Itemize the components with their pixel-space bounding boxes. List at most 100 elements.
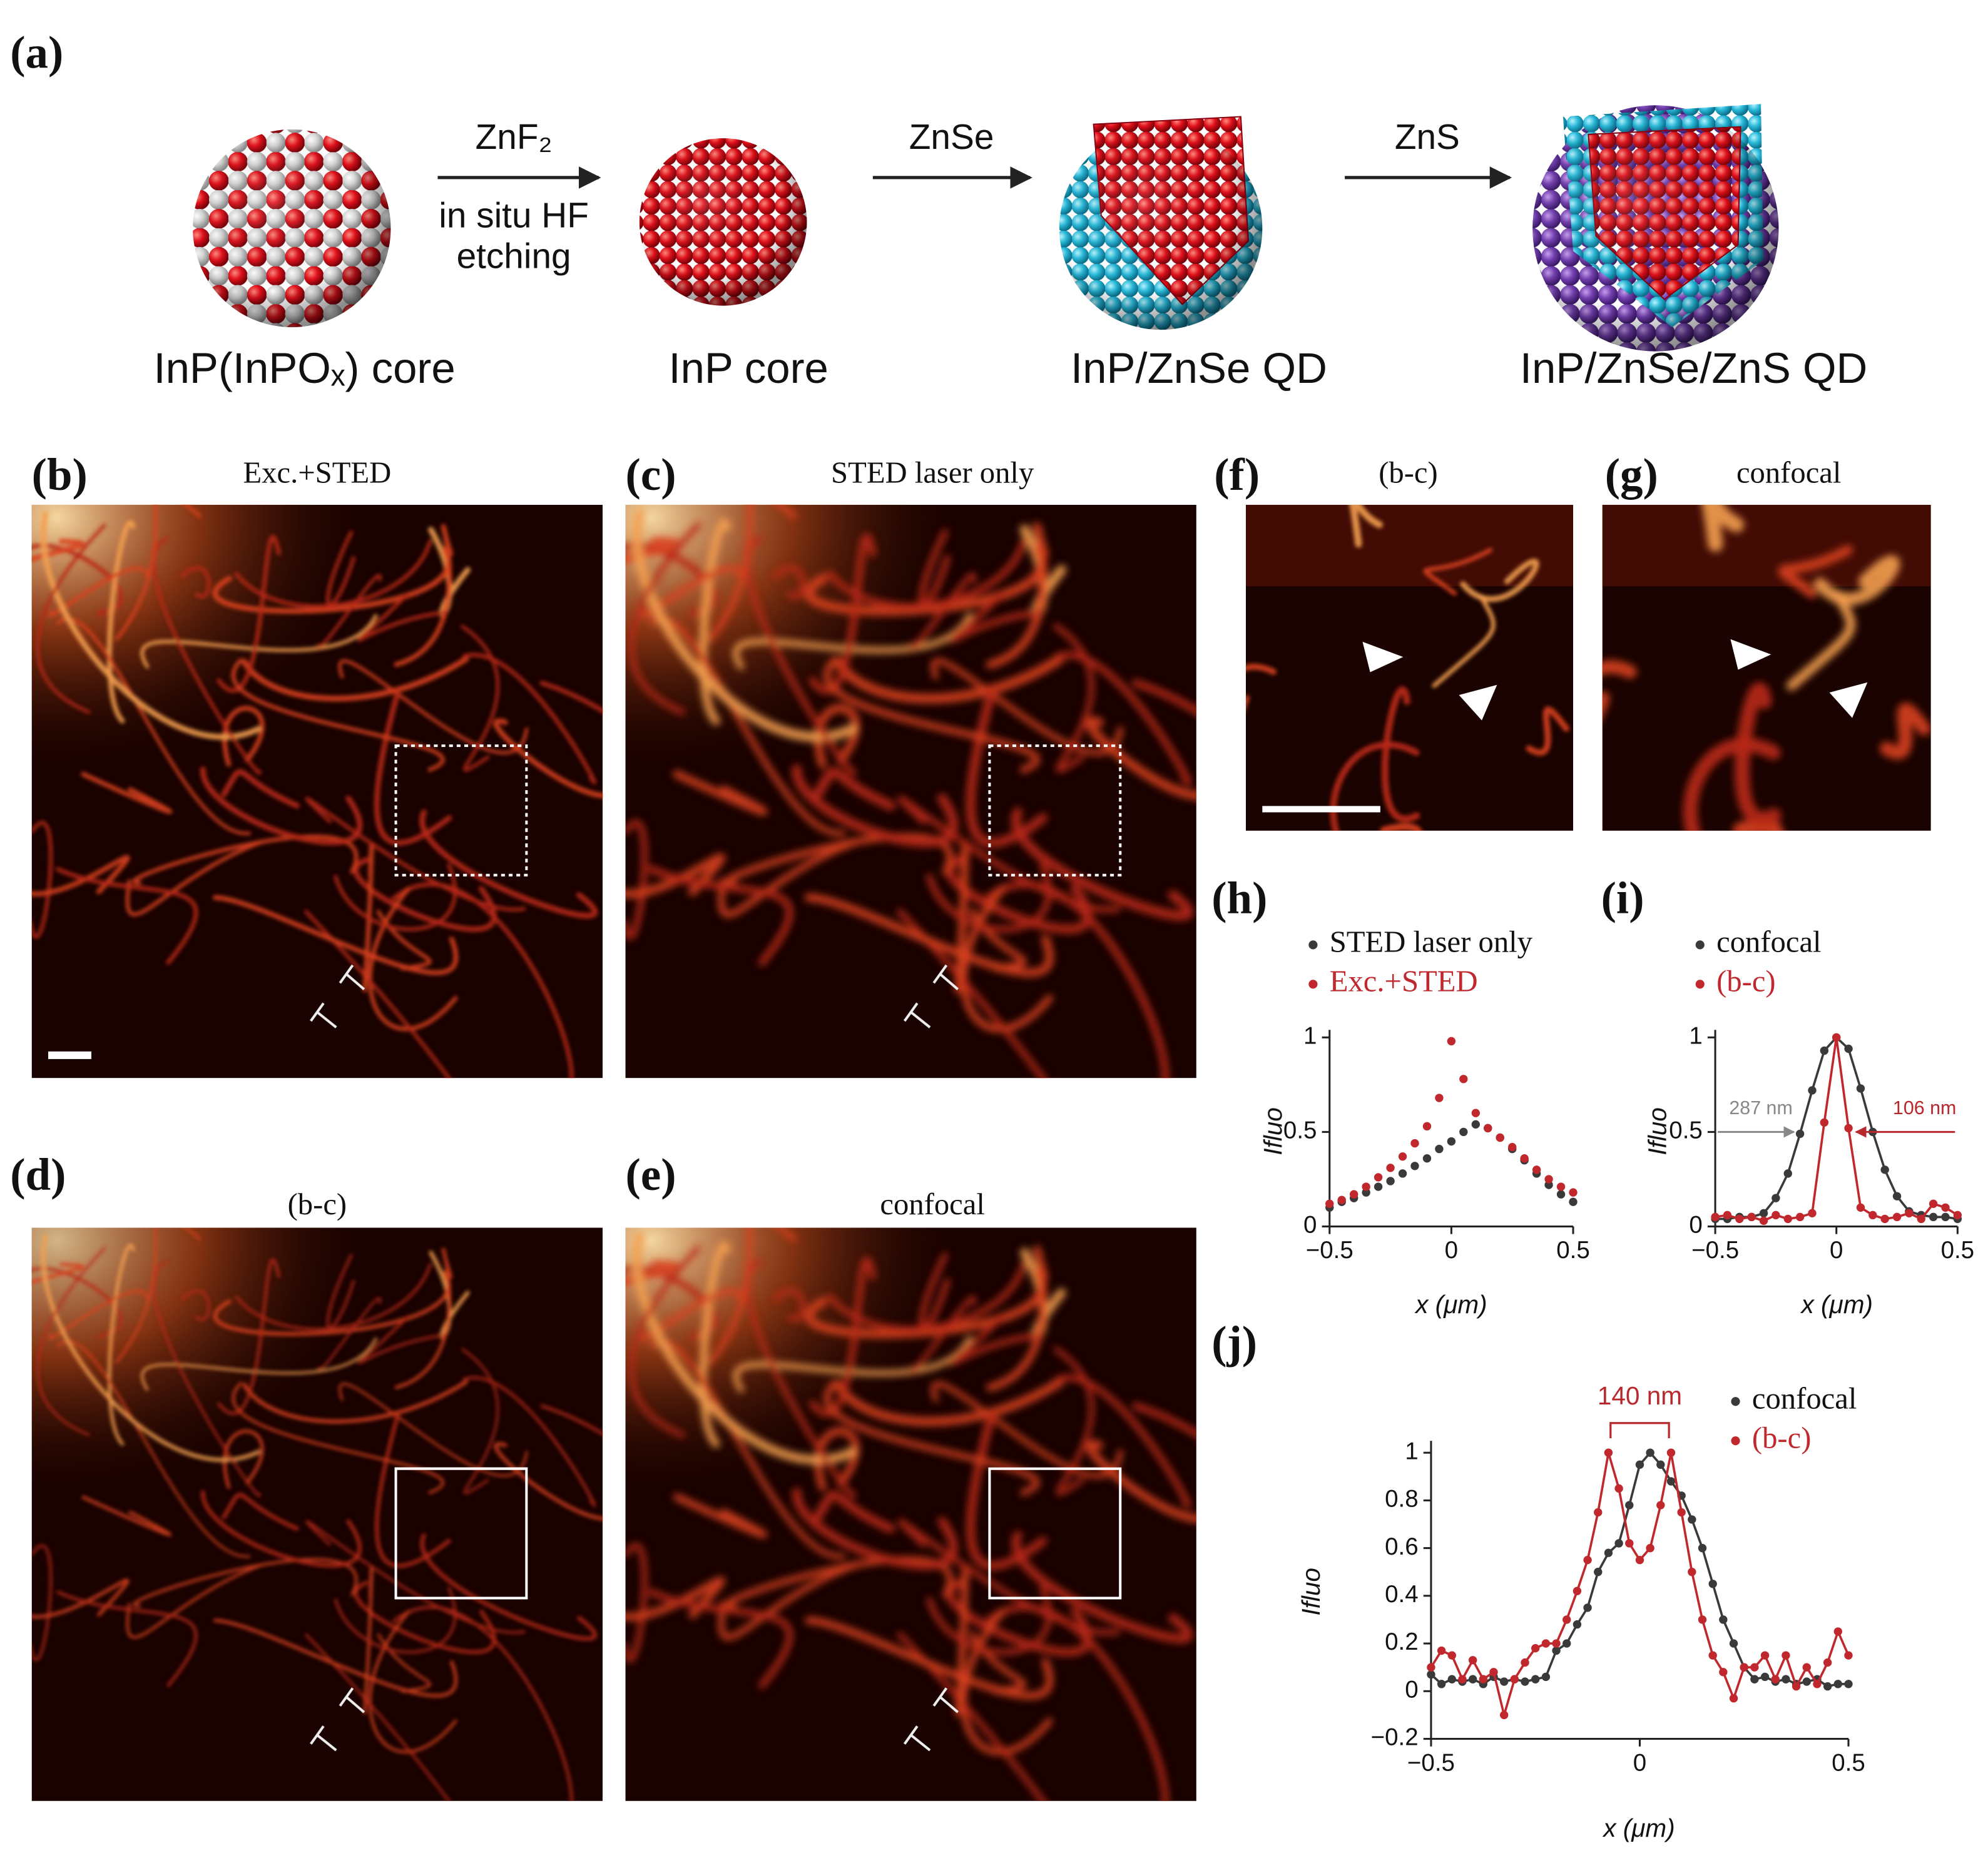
y-axis-label: Ifluo bbox=[1643, 1107, 1672, 1155]
sphere-shading bbox=[1059, 126, 1263, 330]
filament bbox=[648, 865, 793, 967]
data-point bbox=[1941, 1203, 1950, 1212]
filament bbox=[792, 764, 959, 848]
line-profile-marker bbox=[903, 1725, 931, 1752]
data-point bbox=[1656, 1460, 1665, 1469]
filaments bbox=[31, 504, 603, 1079]
filament bbox=[945, 855, 1093, 934]
annotation: 287 nm bbox=[1729, 1097, 1792, 1119]
y-tick-label: 0 bbox=[1303, 1212, 1317, 1239]
filament bbox=[41, 1234, 261, 1462]
data-point bbox=[1808, 1086, 1817, 1095]
data-point bbox=[1760, 1672, 1770, 1682]
data-point bbox=[1594, 1508, 1603, 1517]
data-point bbox=[1820, 1046, 1829, 1055]
data-point bbox=[1719, 1668, 1728, 1677]
data-point bbox=[1562, 1639, 1571, 1648]
line-profile-marker bbox=[339, 964, 365, 990]
line-profile-marker bbox=[903, 1002, 931, 1028]
filament bbox=[1085, 716, 1196, 800]
filament bbox=[394, 1247, 453, 1389]
filament bbox=[625, 853, 726, 898]
data-point bbox=[1832, 1033, 1841, 1042]
data-point bbox=[1531, 1644, 1540, 1653]
filament bbox=[966, 688, 1048, 848]
data-point bbox=[1833, 1627, 1842, 1636]
structure-name: InP core bbox=[668, 344, 828, 392]
data-point bbox=[1844, 1044, 1853, 1053]
data-point bbox=[1573, 1586, 1582, 1595]
data-point bbox=[1398, 1169, 1407, 1178]
filament bbox=[132, 835, 359, 885]
filament bbox=[1380, 823, 1422, 831]
data-point bbox=[1422, 1154, 1432, 1163]
filament bbox=[420, 1533, 597, 1641]
filament bbox=[813, 1490, 895, 1533]
legend-marker bbox=[1731, 1436, 1740, 1446]
data-point bbox=[1362, 1182, 1370, 1191]
panel-label: (e) bbox=[626, 1149, 676, 1200]
filament bbox=[625, 537, 681, 564]
data-point bbox=[1422, 1122, 1432, 1131]
data-point bbox=[1459, 1127, 1468, 1137]
micrograph bbox=[31, 504, 603, 1079]
panel-label: (j) bbox=[1211, 1317, 1257, 1368]
filament bbox=[235, 1263, 432, 1331]
data-point bbox=[1917, 1214, 1925, 1224]
filament bbox=[910, 1296, 977, 1372]
filament bbox=[494, 1442, 603, 1521]
filament bbox=[140, 614, 378, 669]
data-point bbox=[1521, 1658, 1529, 1667]
data-point bbox=[1880, 1214, 1889, 1224]
data-point bbox=[1447, 1137, 1456, 1146]
filament bbox=[897, 1632, 1046, 1801]
filament bbox=[217, 1258, 280, 1415]
filament bbox=[649, 616, 846, 836]
sphere-shading bbox=[1532, 105, 1779, 352]
micrograph bbox=[1245, 504, 1574, 831]
legend-label: (b-c) bbox=[1752, 1421, 1812, 1454]
data-point bbox=[1740, 1663, 1748, 1672]
filament bbox=[897, 908, 1047, 1079]
data-point bbox=[1729, 1639, 1738, 1648]
filament bbox=[461, 1348, 499, 1495]
arrowhead bbox=[1829, 682, 1868, 718]
filament bbox=[733, 612, 973, 670]
filament bbox=[733, 1336, 973, 1393]
filament bbox=[115, 1227, 201, 1364]
data-point bbox=[1844, 1124, 1853, 1133]
data-point bbox=[1573, 1620, 1582, 1629]
data-point bbox=[1953, 1211, 1962, 1220]
arrowhead bbox=[1362, 641, 1404, 673]
panel-title: Exc.+STED bbox=[243, 455, 391, 489]
y-tick-label: 0.5 bbox=[1669, 1117, 1703, 1144]
filament bbox=[369, 1610, 457, 1754]
filament bbox=[986, 522, 1049, 669]
data-point bbox=[1349, 1190, 1358, 1199]
filaments bbox=[625, 504, 1196, 1079]
line-profile-marker bbox=[932, 1687, 959, 1713]
filament bbox=[673, 770, 768, 816]
filament bbox=[126, 1563, 262, 1639]
filament bbox=[31, 539, 85, 562]
legend-marker bbox=[1695, 940, 1705, 950]
reagent: ZnF₂ bbox=[476, 118, 553, 157]
data-point bbox=[1471, 1120, 1481, 1129]
data-point bbox=[1484, 1124, 1492, 1133]
data-point bbox=[1783, 1214, 1792, 1224]
data-point bbox=[1437, 1646, 1446, 1655]
reagent: ZnS bbox=[1395, 118, 1460, 157]
filament bbox=[326, 530, 356, 607]
data-point bbox=[1471, 1109, 1481, 1117]
data-point bbox=[1374, 1182, 1383, 1191]
data-point bbox=[1489, 1668, 1498, 1677]
panel-label: (f) bbox=[1214, 449, 1260, 500]
filament bbox=[1526, 706, 1570, 756]
data-point bbox=[1479, 1675, 1488, 1683]
filament bbox=[1085, 1439, 1196, 1523]
filament bbox=[36, 523, 106, 714]
data-point bbox=[1759, 1209, 1768, 1218]
filament bbox=[897, 1518, 1121, 1635]
filament bbox=[648, 1588, 793, 1689]
